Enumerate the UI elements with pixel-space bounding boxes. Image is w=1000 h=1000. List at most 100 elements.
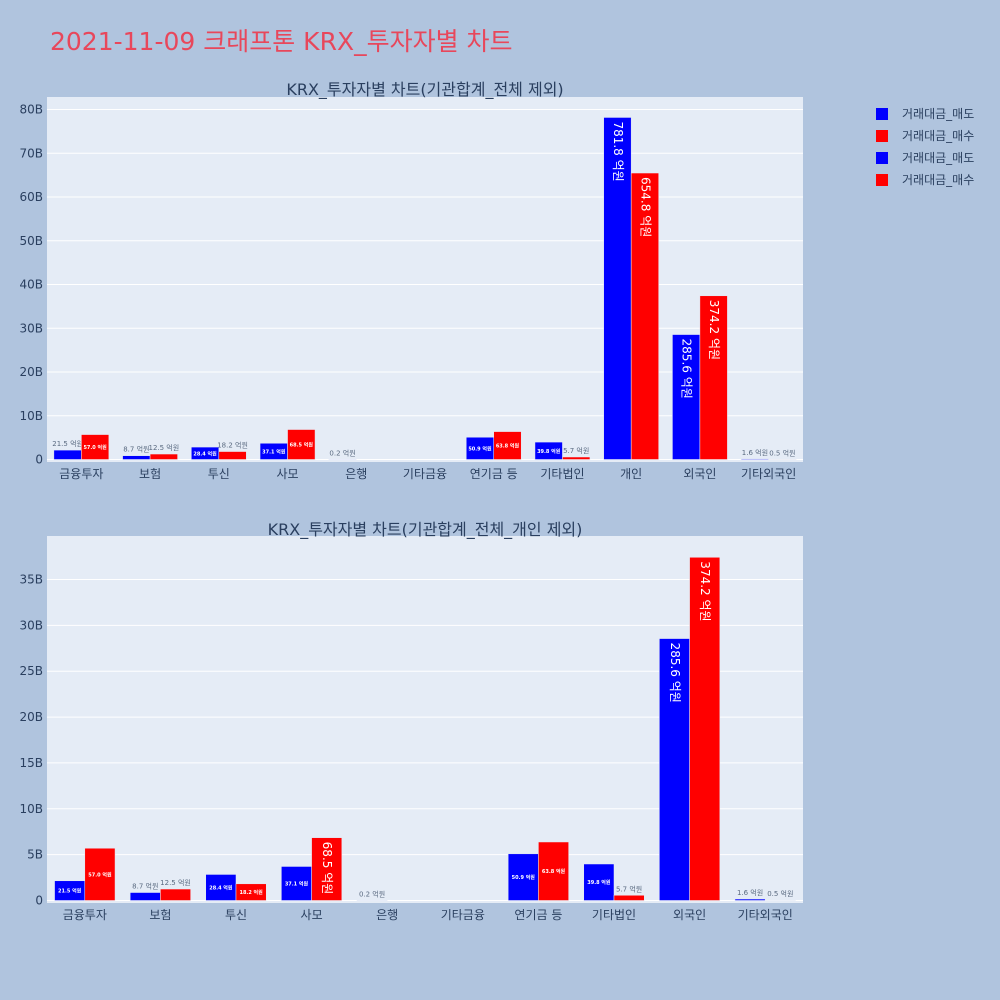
- data-label: 0.2 억원: [359, 889, 385, 898]
- x-tick-label: 사모: [301, 908, 323, 922]
- bar-buy: [235, 883, 267, 901]
- data-label: 18.2 억원: [217, 441, 248, 450]
- data-label: 28.4 억원: [193, 450, 217, 457]
- y-tick-label: 30B: [19, 321, 43, 335]
- x-tick-label: 기타외국인: [741, 467, 796, 481]
- x-tick-label: 기타외국인: [738, 908, 793, 922]
- chart-title: KRX_투자자별 차트(기관합계_전체_개인 제외): [268, 520, 583, 540]
- data-label: 28.4 억원: [209, 884, 233, 891]
- y-tick-label: 10B: [19, 802, 43, 816]
- data-label: 0.5 억원: [769, 448, 795, 457]
- y-tick-label: 30B: [19, 618, 43, 632]
- x-tick-label: 보험: [149, 908, 171, 922]
- data-label: 37.1 억원: [285, 880, 309, 887]
- data-label: 18.2 억원: [239, 889, 263, 896]
- bar-sell: [507, 853, 539, 901]
- y-tick-label: 40B: [19, 278, 43, 292]
- x-tick-label: 외국인: [673, 908, 706, 922]
- bar-buy: [699, 295, 728, 460]
- data-label: 63.8 억원: [542, 868, 566, 875]
- data-label: 50.9 억원: [468, 445, 492, 452]
- data-label: 5.7 억원: [563, 446, 589, 455]
- y-tick-label: 60B: [19, 190, 43, 204]
- x-tick-label: 기타금융: [441, 908, 485, 922]
- data-label: 63.8 억원: [496, 443, 520, 450]
- bar-buy: [630, 172, 659, 460]
- bar-buy: [287, 429, 316, 460]
- bar-sell: [603, 117, 632, 460]
- bar-buy: [562, 456, 591, 460]
- x-tick-label: 금융투자: [59, 467, 103, 481]
- data-label: 39.8 억원: [587, 879, 611, 886]
- data-label: 0.5 억원: [767, 889, 793, 898]
- chart-title: KRX_투자자별 차트(기관합계_전체 제외): [286, 80, 563, 100]
- data-label: 21.5 억원: [52, 439, 83, 448]
- y-tick-label: 80B: [19, 103, 43, 117]
- data-label: 374.2 억원: [707, 300, 721, 360]
- y-tick-label: 5B: [27, 848, 43, 862]
- legend-swatch: [876, 152, 888, 164]
- data-label: 654.8 억원: [638, 177, 652, 237]
- y-tick-label: 70B: [19, 146, 43, 160]
- x-tick-label: 외국인: [683, 467, 716, 481]
- x-tick-label: 은행: [376, 907, 398, 922]
- bar-sell: [53, 449, 82, 460]
- data-label: 39.8 억원: [537, 448, 561, 455]
- bar-sell: [122, 455, 151, 460]
- x-tick-label: 보험: [139, 467, 161, 481]
- bar-buy: [81, 434, 110, 460]
- legend-swatch: [876, 174, 888, 186]
- bar-sell: [659, 638, 690, 901]
- legend-swatch: [876, 108, 888, 120]
- x-tick-label: 연기금 등: [514, 908, 562, 922]
- data-label: 781.8 억원: [611, 121, 625, 181]
- y-tick-label: 20B: [19, 365, 43, 379]
- data-label: 1.6 억원: [742, 448, 768, 457]
- data-label: 57.0 억원: [88, 871, 112, 878]
- x-tick-label: 투신: [208, 467, 230, 481]
- legend-label: 거래대금_매도: [902, 107, 974, 121]
- data-label: 50.9 억원: [512, 874, 536, 881]
- bar-sell: [734, 898, 766, 901]
- y-tick-label: 15B: [19, 756, 43, 770]
- legend-label: 거래대금_매수: [902, 129, 974, 143]
- data-label: 57.0 억원: [83, 444, 107, 451]
- bar-buy: [160, 888, 191, 901]
- y-tick-label: 10B: [19, 409, 43, 423]
- data-label: 12.5 억원: [148, 443, 179, 452]
- bar-buy: [84, 847, 116, 901]
- bar-buy: [149, 453, 178, 460]
- bar-sell: [281, 866, 312, 901]
- x-tick-label: 연기금 등: [470, 467, 518, 481]
- data-label: 1.6 억원: [737, 888, 763, 897]
- x-tick-label: 기타법인: [592, 908, 636, 922]
- data-label: 8.7 억원: [132, 882, 158, 891]
- x-tick-label: 투신: [225, 908, 247, 922]
- bar-sell: [129, 892, 161, 901]
- x-tick-label: 금융투자: [63, 908, 107, 922]
- bar-buy: [311, 837, 343, 901]
- bar-buy: [218, 451, 247, 460]
- bar-sell: [534, 441, 563, 460]
- bar-sell: [583, 863, 615, 901]
- x-tick-label: 기타법인: [540, 467, 584, 481]
- bar-buy: [493, 431, 522, 460]
- x-tick-label: 개인: [620, 467, 642, 481]
- y-tick-label: 35B: [19, 573, 43, 587]
- legend-swatch: [876, 130, 888, 142]
- bar-buy: [613, 895, 645, 901]
- x-tick-label: 기타금융: [403, 467, 447, 481]
- bar-sell: [672, 334, 701, 460]
- page-title: 2021-11-09 크래프톤 KRX_투자자별 차트: [50, 27, 513, 56]
- y-tick-label: 0: [35, 453, 43, 467]
- y-tick-label: 50B: [19, 234, 43, 248]
- chart-panel-2: 0 5B 10B 15B 20B 25B 30B 35B KRX_투자자별 차트(기관합계_전체…: [19, 520, 803, 922]
- data-label: 285.6 억원: [668, 643, 682, 703]
- bar-buy: [538, 841, 569, 901]
- bar-buy: [689, 557, 721, 901]
- chart-panel-1: 0 10B 20B 30B 40B 50B 60B 70B 80B KRX_투자자별 차트(기관합…: [19, 80, 803, 481]
- y-tick-label: 25B: [19, 664, 43, 678]
- legend-label: 거래대금_매수: [902, 173, 974, 187]
